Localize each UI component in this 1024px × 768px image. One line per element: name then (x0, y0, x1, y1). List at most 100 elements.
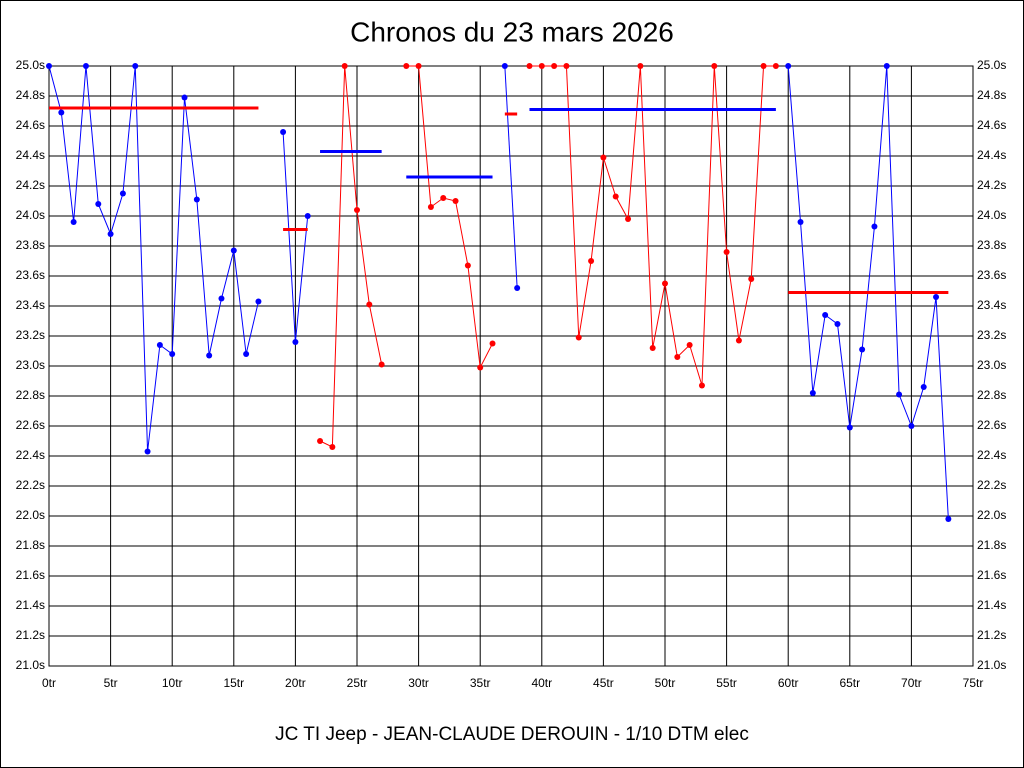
y-tick-label-right: 23.8s (977, 238, 1006, 252)
lap-point (354, 207, 360, 213)
lap-point (686, 342, 693, 348)
lap-point (70, 219, 77, 225)
lap-point (698, 382, 705, 389)
lap-point (329, 444, 336, 450)
lap-line (48, 65, 259, 452)
x-tick-label: 60tr (778, 676, 799, 690)
lap-point (427, 204, 434, 210)
x-tick-label: 65tr (839, 676, 860, 690)
y-tick-label-right: 21.0s (977, 658, 1006, 672)
lap-point (945, 516, 952, 522)
lap-point (526, 63, 533, 69)
lap-point (883, 63, 890, 69)
y-tick-label-right: 21.4s (977, 598, 1006, 612)
lap-point (119, 190, 126, 197)
x-tick-label: 10tr (162, 676, 183, 690)
lap-point (637, 63, 644, 69)
y-tick-label-right: 24.0s (977, 208, 1006, 222)
lap-point (538, 63, 545, 69)
lap-point (489, 340, 496, 347)
x-tick-label: 0tr (42, 676, 56, 690)
x-tick-label: 75tr (963, 676, 984, 690)
y-tick-label: 23.4s (16, 298, 45, 312)
y-tick-label: 22.0s (16, 508, 45, 522)
y-tick-label-right: 25.0s (977, 58, 1006, 72)
x-tick-label: 15tr (223, 676, 244, 690)
lap-point (193, 196, 200, 203)
lap-point (317, 438, 324, 444)
y-tick-label: 24.0s (16, 208, 45, 222)
chart-title: Chronos du 23 mars 2026 (350, 16, 674, 47)
lap-point (477, 364, 484, 371)
lap-point (243, 351, 250, 357)
lap-point (206, 352, 213, 359)
lap-point (735, 337, 742, 344)
y-tick-label: 23.2s (16, 328, 45, 342)
y-tick-label-right: 23.6s (977, 268, 1006, 282)
lap-point (292, 339, 299, 345)
lap-point (908, 423, 915, 429)
lap-point (772, 63, 779, 69)
lap-point (563, 63, 570, 69)
lap-point (846, 424, 853, 431)
y-tick-label-right: 22.8s (977, 388, 1006, 402)
y-tick-label: 23.0s (16, 358, 45, 372)
lap-point (501, 63, 508, 69)
x-tick-label: 35tr (470, 676, 491, 690)
lap-point (230, 247, 237, 254)
lap-point (107, 231, 114, 237)
lap-line (406, 65, 493, 370)
lap-point (612, 193, 619, 200)
lap-point (809, 390, 816, 396)
lap-point (588, 258, 595, 264)
y-tick-label: 22.4s (16, 448, 45, 462)
lap-point (711, 63, 718, 69)
lap-point (366, 301, 373, 308)
y-tick-label-right: 23.2s (977, 328, 1006, 342)
lap-point (132, 63, 139, 69)
lap-point (834, 321, 841, 327)
lap-point (46, 63, 52, 69)
lap-point (415, 63, 422, 69)
lap-point (378, 361, 385, 368)
y-tick-label: 24.8s (16, 88, 45, 102)
y-tick-label-right: 21.8s (977, 538, 1006, 552)
lap-point (933, 294, 940, 300)
y-tick-label: 24.2s (16, 178, 45, 192)
y-tick-label-right: 22.4s (977, 448, 1006, 462)
lap-point (464, 262, 471, 269)
y-tick-label-right: 21.6s (977, 568, 1006, 582)
lap-point (255, 298, 262, 305)
lap-point (600, 154, 607, 161)
y-tick-label: 24.4s (16, 148, 45, 162)
y-tick-label-right: 23.4s (977, 298, 1006, 312)
x-tick-label: 55tr (716, 676, 737, 690)
lap-point (575, 334, 582, 341)
chart-footer: JC TI Jeep - JEAN-CLAUDE DEROUIN - 1/10 … (275, 724, 749, 745)
lap-point (625, 216, 632, 222)
y-tick-label-right: 21.2s (977, 628, 1006, 642)
lap-point (649, 345, 656, 351)
y-tick-label: 21.4s (16, 598, 45, 612)
y-tick-label: 22.6s (16, 418, 45, 432)
y-tick-label: 22.2s (16, 478, 45, 492)
lap-point (440, 195, 447, 201)
x-tick-label: 5tr (104, 676, 118, 690)
lap-point (760, 63, 767, 69)
y-tick-label-right: 24.8s (977, 88, 1006, 102)
lap-point (58, 109, 65, 116)
y-tick-label: 21.8s (16, 538, 45, 552)
y-tick-label-right: 24.4s (977, 148, 1006, 162)
lap-line (787, 65, 949, 520)
y-tick-label: 24.6s (16, 118, 45, 132)
lap-point (144, 448, 151, 455)
lap-point (871, 223, 878, 230)
lap-point (785, 63, 792, 69)
lap-point (82, 63, 89, 69)
lap-point (95, 201, 102, 207)
x-tick-label: 70tr (901, 676, 922, 690)
lap-point (859, 346, 866, 353)
y-tick-label-right: 22.6s (977, 418, 1006, 432)
y-tick-label: 23.6s (16, 268, 45, 282)
